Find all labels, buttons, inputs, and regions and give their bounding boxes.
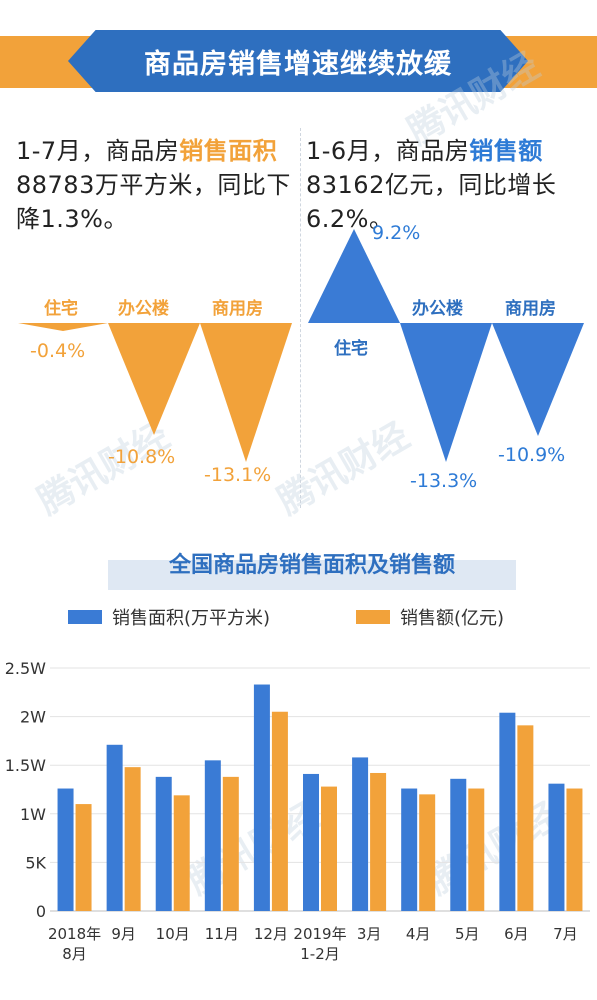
bar-area — [450, 778, 467, 911]
area-label-commercial: 商用房 — [212, 299, 263, 319]
x-tick-label: 6月 — [504, 925, 529, 943]
chart-title: 全国商品房销售面积及销售额 — [168, 553, 455, 578]
legend-swatch-area — [68, 610, 102, 624]
right-stat-highlight: 销售额 — [469, 137, 543, 165]
left-stat-highlight: 销售面积 — [179, 137, 278, 165]
bar-area — [204, 760, 221, 911]
amount-pct-commercial: -10.9% — [498, 444, 566, 466]
bar-area — [57, 788, 74, 911]
amount-label-office: 办公楼 — [412, 299, 463, 319]
x-tick-label: 10月 — [156, 925, 190, 943]
bar-amount — [468, 788, 485, 911]
bar-chart: 0 5K 1W 1.5W 2W 2.5W 2018年 8月 9月 10月 11月 12月 2019年 1-… — [5, 659, 590, 963]
bar-amount — [419, 794, 436, 911]
left-stat-text: 1-7月，商品房销售面积 88783万平方米，同比下降1.3%。 — [16, 134, 298, 236]
legend-swatch-amount — [356, 610, 390, 624]
bar-amount — [517, 725, 534, 911]
bar-amount — [75, 804, 92, 911]
bar-area — [352, 757, 369, 911]
bar-area — [499, 712, 516, 911]
bar-amount — [566, 788, 583, 911]
amount-pct-office: -13.3% — [410, 470, 478, 492]
legend-item-amount: 销售额(亿元) — [356, 604, 504, 630]
x-tick-label: 12月 — [254, 925, 288, 943]
legend-label-area: 销售面积(万平方米) — [112, 608, 271, 629]
x-tick-label: 11月 — [205, 925, 239, 943]
divider — [300, 128, 301, 508]
x-tick-label: 8月 — [62, 945, 87, 963]
header-plate — [68, 30, 528, 92]
triangle-commercial-amount — [492, 323, 584, 436]
x-tick-label: 5月 — [455, 925, 480, 943]
area-breakdown-graphic — [18, 229, 584, 462]
legend-item-area: 销售面积(万平方米) — [68, 604, 270, 630]
y-tick-label: 2.5W — [5, 659, 46, 678]
bar-area — [303, 773, 319, 911]
area-pct-office: -10.8% — [108, 446, 176, 468]
y-tick-label: 5K — [25, 853, 46, 872]
triangle-commercial-area — [200, 323, 292, 462]
page-title: 商品房销售增速继续放缓 — [144, 48, 452, 80]
amount-pct-residential: 9.2% — [372, 222, 421, 244]
triangle-office-amount — [400, 323, 492, 462]
bar-amount — [321, 786, 337, 911]
triangle-residential-area — [18, 323, 108, 331]
y-tick-label: 0 — [36, 902, 46, 921]
bar-amount — [124, 767, 141, 911]
bar-amount — [173, 795, 190, 911]
bar-amount — [222, 776, 239, 911]
x-tick-label: 1-2月 — [300, 945, 340, 963]
bar-area — [401, 788, 418, 911]
right-stat-part2: 83162亿元，同比增长6.2%。 — [306, 171, 557, 233]
x-tick-label: 9月 — [111, 925, 136, 943]
area-pct-commercial: -13.1% — [204, 464, 272, 486]
x-tick-label: 2019年 — [293, 925, 346, 943]
bar-area — [253, 684, 270, 911]
area-label-office: 办公楼 — [118, 299, 169, 319]
amount-label-residential: 住宅 — [334, 339, 368, 359]
x-tick-label: 4月 — [406, 925, 431, 943]
right-stat-part1: 1-6月，商品房 — [306, 137, 470, 165]
x-tick-label: 3月 — [357, 925, 382, 943]
bar-amount — [271, 711, 288, 911]
x-tick-label: 7月 — [553, 925, 578, 943]
chart-title-bar — [108, 560, 516, 590]
y-tick-label: 1W — [20, 805, 46, 824]
area-pct-residential: -0.4% — [30, 340, 86, 362]
right-stat-text: 1-6月，商品房销售额 83162亿元，同比增长6.2%。 — [306, 134, 591, 236]
x-tick-label: 2018年 — [48, 925, 101, 943]
triangle-residential-amount — [308, 229, 400, 323]
bar-area — [155, 776, 172, 911]
bar-area — [548, 783, 565, 911]
legend-label-amount: 销售额(亿元) — [400, 608, 505, 629]
y-tick-label: 1.5W — [5, 756, 46, 775]
left-stat-part2: 88783万平方米，同比下降1.3%。 — [16, 171, 291, 233]
left-stat-part1: 1-7月，商品房 — [16, 137, 180, 165]
bar-amount — [370, 772, 387, 911]
area-label-residential: 住宅 — [44, 299, 78, 319]
amount-label-commercial: 商用房 — [505, 299, 556, 319]
y-tick-label: 2W — [20, 708, 46, 727]
bar-area — [106, 744, 123, 911]
triangle-office-area — [108, 323, 200, 435]
